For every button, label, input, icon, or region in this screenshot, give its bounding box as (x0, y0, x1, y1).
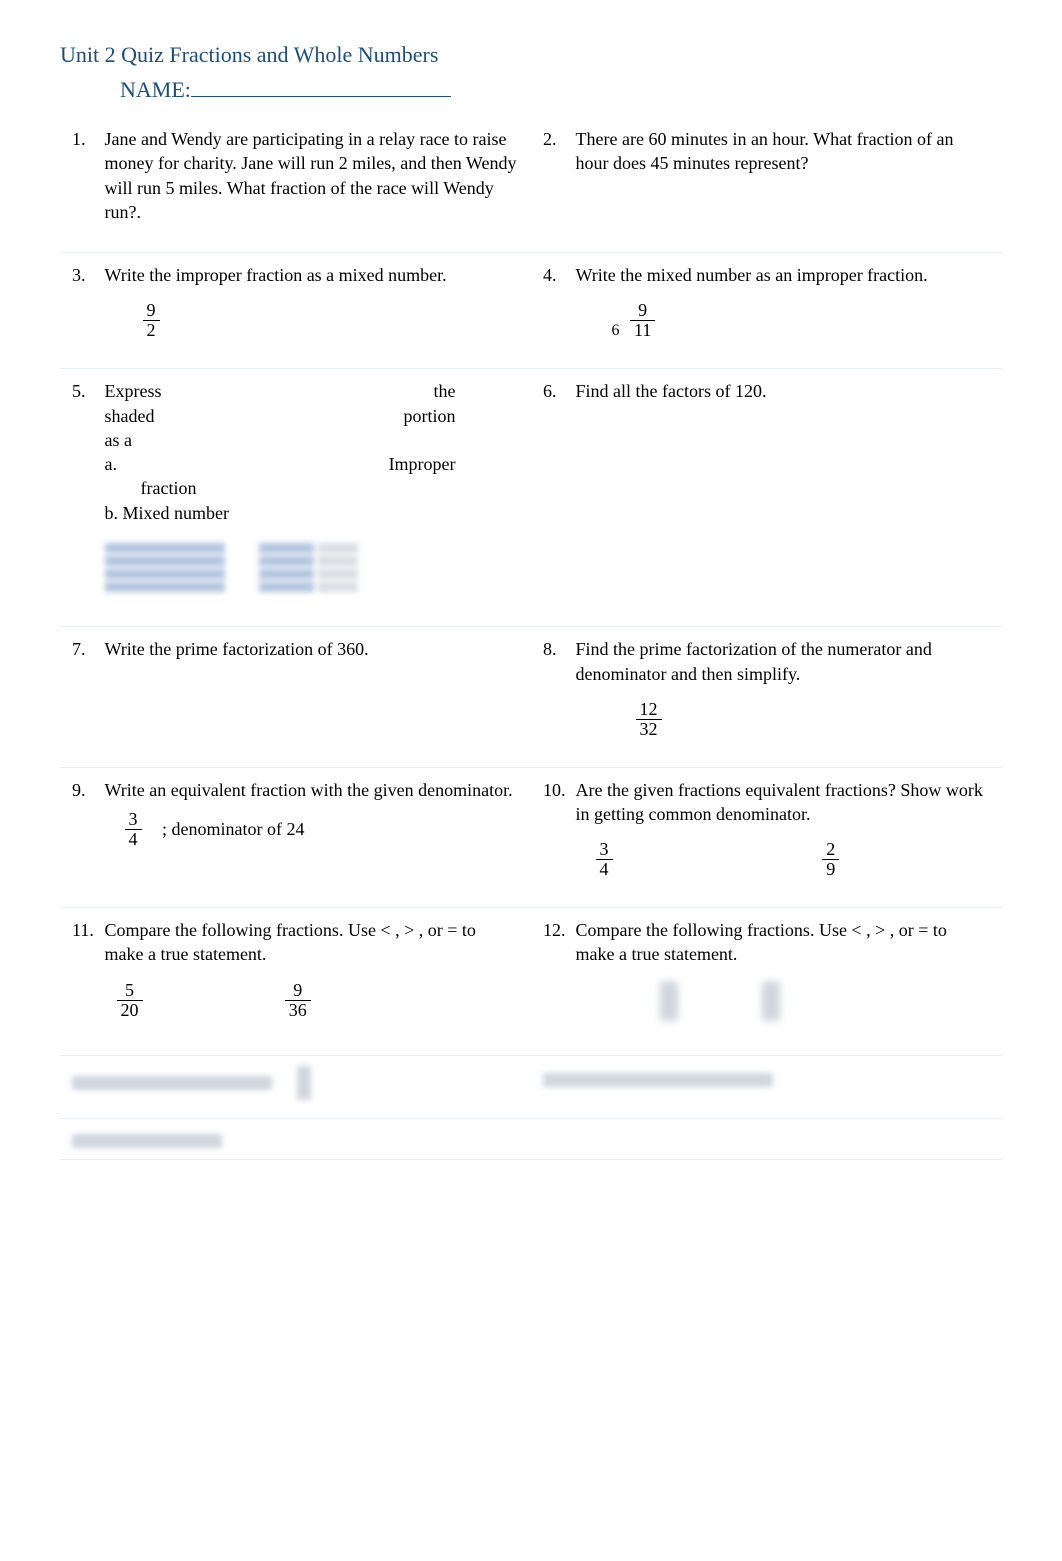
worksheet-page: Unit 2 Quiz Fractions and Whole Numbers … (0, 0, 1062, 1240)
q3-fraction: 9 2 (141, 301, 518, 340)
q4-frac-bot: 11 (630, 321, 655, 340)
q12-blurred-fractions (576, 981, 865, 1027)
q5-line1-left: Express (105, 379, 162, 403)
q12-blur-left (660, 981, 678, 1021)
cell-bottom-blur (60, 1118, 531, 1159)
q11-f1-top: 5 (117, 981, 143, 1001)
blur-q13-frac (297, 1066, 311, 1100)
cell-q7: 7. Write the prime factorization of 360. (60, 627, 531, 767)
q2-text: There are 60 minutes in an hour. What fr… (576, 127, 989, 176)
name-line: NAME: (120, 73, 1002, 103)
cell-q1: 1. Jane and Wendy are participating in a… (60, 117, 531, 253)
q11-fractions: 5 20 9 36 (105, 981, 518, 1020)
q3-text: Write the improper fraction as a mixed n… (105, 265, 447, 285)
q11-f1-bot: 20 (117, 1001, 143, 1020)
q1-text: Jane and Wendy are participating in a re… (105, 127, 518, 224)
q10-text: Are the given fractions equivalent fract… (576, 780, 983, 824)
cell-q3: 3. Write the improper fraction as a mixe… (60, 253, 531, 369)
q5-a-sub: fraction (141, 476, 518, 500)
cell-q4: 4. Write the mixed number as an improper… (531, 253, 1002, 369)
q12-number: 12. (543, 918, 571, 942)
worksheet-title: Unit 2 Quiz Fractions and Whole Numbers (60, 40, 1002, 71)
q8-fraction: 12 32 (634, 700, 989, 739)
cell-bottom-blur-right (531, 1118, 1002, 1159)
q3-frac-top: 9 (143, 301, 160, 321)
q3-frac-bot: 2 (143, 321, 160, 340)
q6-number: 6. (543, 379, 571, 403)
q8-text: Find the prime factorization of the nume… (576, 639, 932, 683)
q9-frac-top: 3 (125, 810, 142, 830)
cell-q10: 10. Are the given fractions equivalent f… (531, 767, 1002, 907)
cell-q5: 5. Express the shaded portion as a a. Im… (60, 369, 531, 627)
q5-line2-right: portion (404, 404, 456, 428)
q5-shaded-figure (105, 535, 518, 598)
cell-q2: 2. There are 60 minutes in an hour. What… (531, 117, 1002, 253)
blur-q14-text (543, 1073, 773, 1087)
q1-number: 1. (72, 127, 100, 151)
q12-text: Compare the following fractions. Use < ,… (576, 920, 947, 964)
q11-f2-bot: 36 (285, 1001, 311, 1020)
blur-q13-text (72, 1076, 272, 1090)
q3-number: 3. (72, 263, 100, 287)
q8-frac-bot: 32 (636, 720, 662, 739)
q10-fractions: 3 4 2 9 (576, 840, 989, 879)
cell-blur-left (60, 1055, 531, 1118)
q12-blur-right (762, 981, 780, 1021)
q8-number: 8. (543, 637, 571, 661)
cell-q11: 11. Compare the following fractions. Use… (60, 908, 531, 1056)
cell-q12: 12. Compare the following fractions. Use… (531, 908, 1002, 1056)
q10-f1-bot: 4 (596, 860, 613, 879)
cell-q9: 9. Write an equivalent fraction with the… (60, 767, 531, 907)
q4-text: Write the mixed number as an improper fr… (576, 265, 928, 285)
q11-text: Compare the following fractions. Use < ,… (105, 920, 476, 964)
q8-frac-top: 12 (636, 700, 662, 720)
name-blank[interactable] (191, 73, 451, 97)
q5-a-left: a. (105, 452, 118, 476)
q5-b: b. Mixed number (105, 501, 518, 525)
q9-text: Write an equivalent fraction with the gi… (105, 780, 513, 800)
q4-frac-top: 9 (630, 301, 655, 321)
q10-f2-bot: 9 (822, 860, 839, 879)
q5-a-right: Improper (389, 452, 456, 476)
q9-fraction-line: 3 4 ; denominator of 24 (123, 810, 518, 849)
q7-text: Write the prime factorization of 360. (105, 637, 518, 661)
q6-text: Find all the factors of 120. (576, 379, 989, 403)
q9-suffix: ; denominator of 24 (162, 819, 304, 839)
q5-line3: as a (105, 428, 518, 452)
q10-number: 10. (543, 778, 571, 802)
q11-number: 11. (72, 918, 100, 942)
q9-number: 9. (72, 778, 100, 802)
q10-f1-top: 3 (596, 840, 613, 860)
q4-mixed-whole: 6 (612, 320, 620, 342)
q5-line2-left: shaded (105, 404, 155, 428)
q4-mixed: 6 9 11 (612, 301, 989, 340)
q9-frac-bot: 4 (125, 830, 142, 849)
q5-line1-right: the (434, 379, 456, 403)
cell-blur-right (531, 1055, 1002, 1118)
q4-number: 4. (543, 263, 571, 287)
q11-f2-top: 9 (285, 981, 311, 1001)
q10-f2-top: 2 (822, 840, 839, 860)
question-grid: 1. Jane and Wendy are participating in a… (60, 117, 1002, 1160)
q7-number: 7. (72, 637, 100, 661)
name-label: NAME: (120, 77, 191, 102)
q2-number: 2. (543, 127, 571, 151)
blur-footer (72, 1134, 222, 1148)
q5-number: 5. (72, 379, 100, 403)
cell-q8: 8. Find the prime factorization of the n… (531, 627, 1002, 767)
cell-q6: 6. Find all the factors of 120. (531, 369, 1002, 627)
